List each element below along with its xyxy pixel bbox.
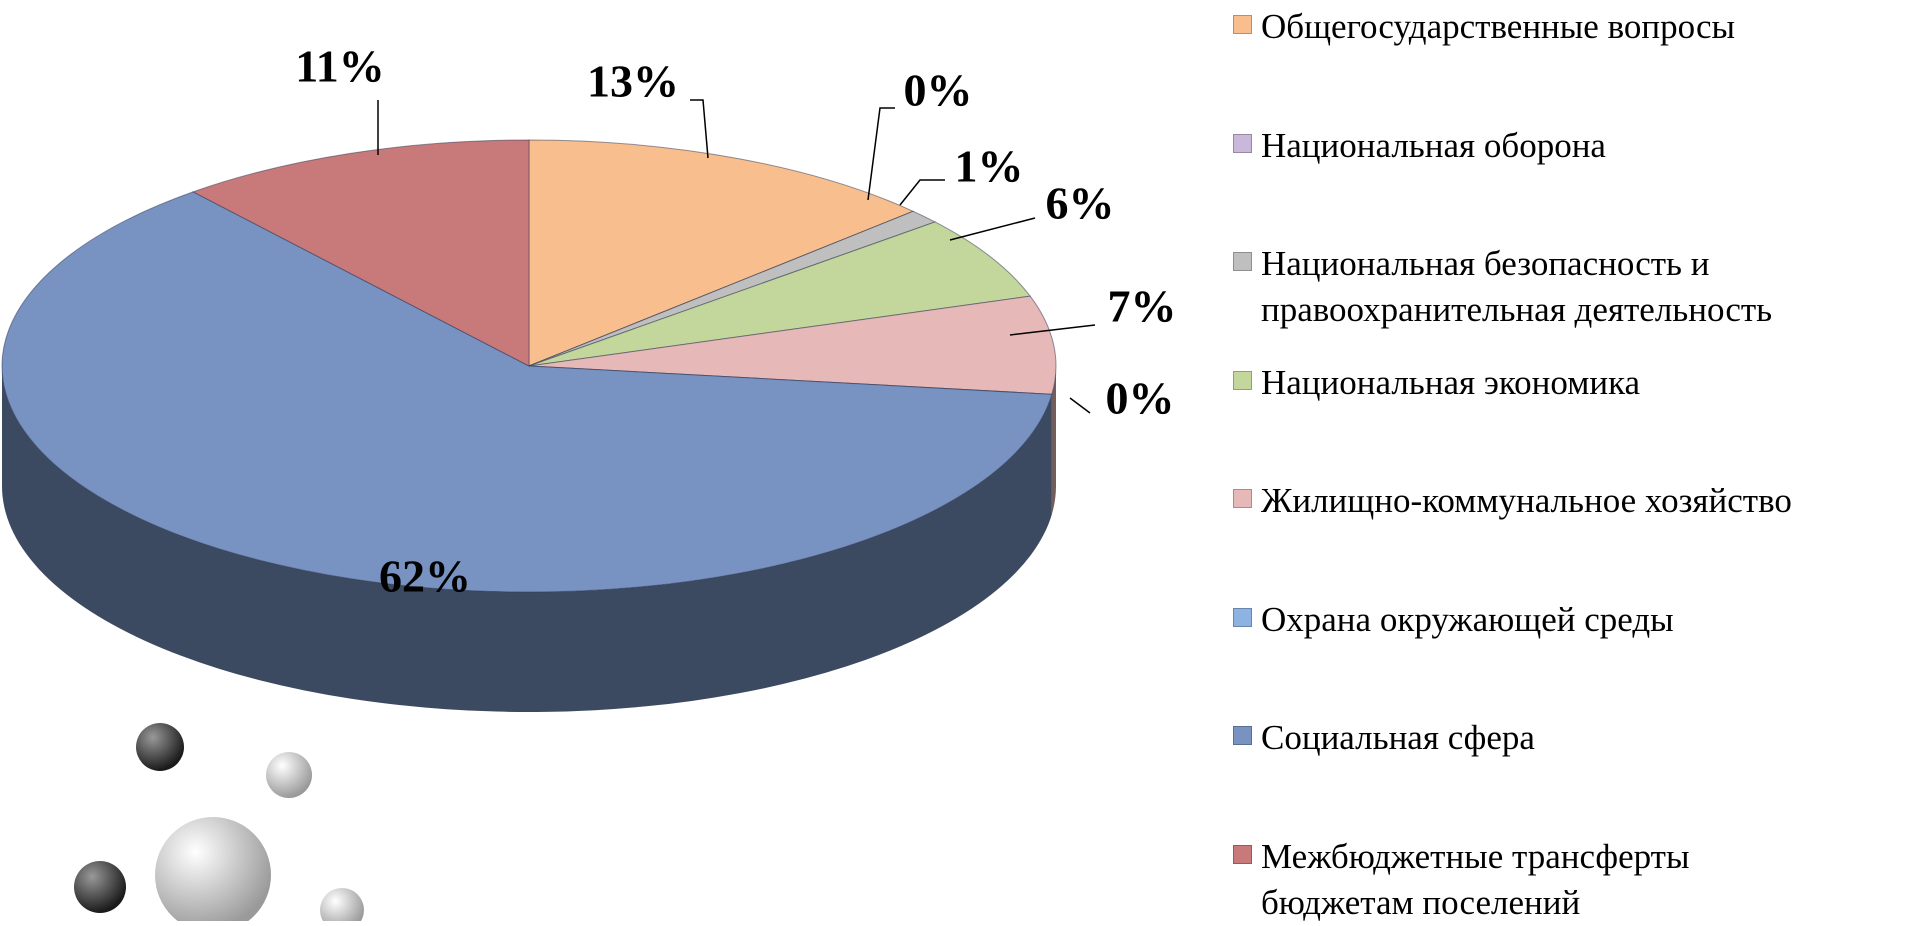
- leader-line: [868, 108, 895, 200]
- legend-label: Межбюджетные трансферты бюджетам поселен…: [1261, 834, 1690, 926]
- legend-item: Межбюджетные трансферты бюджетам поселен…: [1233, 834, 1690, 926]
- data-label: 6%: [1046, 178, 1115, 229]
- legend-item: Национальная экономика: [1233, 360, 1640, 406]
- legend-swatch: [1233, 608, 1252, 627]
- legend-item: Общегосударственные вопросы: [1233, 4, 1735, 50]
- data-label: 0%: [904, 65, 973, 116]
- legend-label: Национальная оборона: [1261, 123, 1606, 169]
- legend-label: Охрана окружающей среды: [1261, 597, 1674, 643]
- sphere: [136, 723, 184, 771]
- legend-label: Национальная экономика: [1261, 360, 1640, 406]
- legend-swatch: [1233, 252, 1252, 271]
- legend-label: Социальная сфера: [1261, 715, 1535, 761]
- leader-line: [950, 218, 1035, 240]
- legend-swatch: [1233, 845, 1252, 864]
- leader-line: [690, 100, 708, 158]
- legend-swatch: [1233, 726, 1252, 745]
- sphere: [266, 752, 312, 798]
- legend-swatch: [1233, 15, 1252, 34]
- chart: 13% 0% 1% 6% 7% 0% 62% 11%: [0, 0, 1915, 921]
- legend-label: Общегосударственные вопросы: [1261, 4, 1735, 50]
- legend-label: Жилищно-коммунальное хозяйство: [1261, 478, 1792, 524]
- legend-swatch: [1233, 134, 1252, 153]
- data-label: 0%: [1106, 373, 1175, 424]
- sphere: [74, 861, 126, 913]
- legend-item: Социальная сфера: [1233, 715, 1535, 761]
- legend-item: Национальная безопасность и правоохранит…: [1233, 241, 1772, 333]
- legend-item: Национальная оборона: [1233, 123, 1606, 169]
- legend-item: Жилищно-коммунальное хозяйство: [1233, 478, 1792, 524]
- data-label: 7%: [1108, 281, 1177, 332]
- sphere: [155, 817, 271, 921]
- data-label: 11%: [295, 41, 384, 92]
- sphere: [320, 888, 364, 921]
- legend-label: Национальная безопасность и правоохранит…: [1261, 241, 1772, 333]
- decoration: [74, 723, 364, 921]
- leader-line: [1070, 398, 1090, 413]
- pie-tops: [2, 140, 1056, 592]
- data-label: 1%: [955, 141, 1024, 192]
- legend-item: Охрана окружающей среды: [1233, 597, 1674, 643]
- data-label: 62%: [379, 551, 471, 602]
- data-label: 13%: [587, 56, 679, 107]
- page: 13% 0% 1% 6% 7% 0% 62% 11% Общегосударственные …: [0, 0, 1915, 921]
- legend-swatch: [1233, 371, 1252, 390]
- leader-line: [900, 180, 945, 205]
- legend-swatch: [1233, 489, 1252, 508]
